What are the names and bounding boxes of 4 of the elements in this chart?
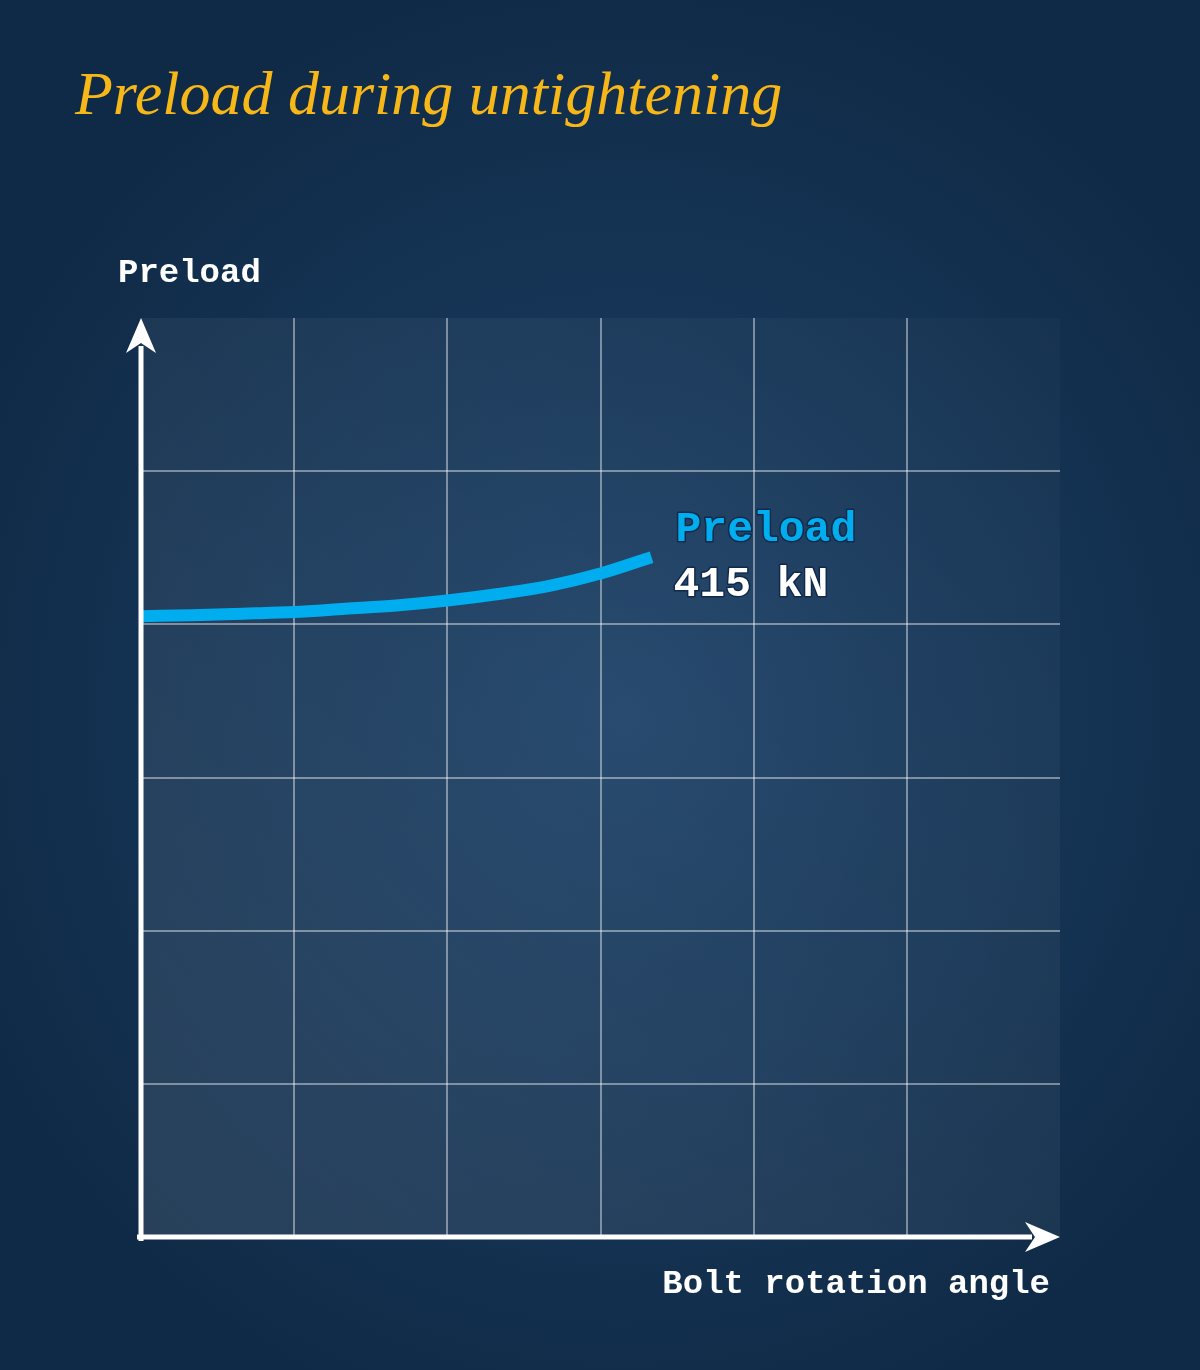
x-axis-title: Bolt rotation angle <box>662 1265 1050 1303</box>
chart-title: Preload during untightening <box>75 59 783 127</box>
data-label: 415 kN <box>673 560 829 610</box>
y-axis-title: Preload <box>118 254 261 292</box>
